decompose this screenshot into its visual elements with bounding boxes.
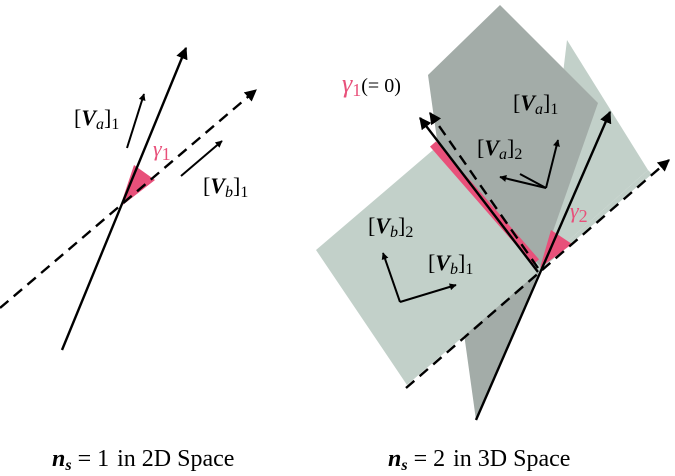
label-vb1-3d: [Vb]1 bbox=[428, 250, 473, 278]
subspace-a-line-3d bbox=[474, 110, 612, 421]
plane-b-front bbox=[316, 150, 652, 385]
left-panel: [Va]1 γ1 [Vb]1 ns = 1 in 2D Space bbox=[0, 46, 257, 474]
label-gamma1-zero: γ1(= 0) bbox=[342, 69, 401, 100]
subspace-b-dashed-line-3d bbox=[405, 159, 670, 389]
vector-va1-arrow bbox=[126, 93, 146, 149]
vector-vb1-arrow-3d bbox=[399, 283, 457, 303]
vector-vb1-arrow bbox=[180, 140, 223, 177]
intersection-line bbox=[419, 117, 539, 273]
label-gamma1: γ1 bbox=[153, 136, 171, 164]
angle-gamma2-wedge bbox=[540, 230, 572, 268]
right-panel: γ1(= 0) [Va]1 [Va]2 γ2 [Vb]2 [Vb]1 ns = … bbox=[316, 5, 670, 474]
caption-right: ns = 2 in 3D Space bbox=[388, 446, 570, 471]
label-va2: [Va]2 bbox=[477, 135, 522, 163]
vector-va1-arrow-3d bbox=[545, 139, 560, 189]
intersection-dashed-line bbox=[429, 112, 539, 269]
subspace-b-dashed-line bbox=[0, 89, 257, 309]
label-va1: [Va]1 bbox=[74, 105, 119, 133]
label-va1-3d: [Va]1 bbox=[513, 90, 558, 118]
label-gamma2: γ2 bbox=[570, 198, 588, 226]
subspace-a-line bbox=[60, 46, 188, 351]
label-vb1: [Vb]1 bbox=[203, 173, 248, 201]
vector-va2-arrow bbox=[499, 175, 547, 189]
vector-vb2-arrow bbox=[381, 252, 401, 303]
angle-gamma1-wedge bbox=[120, 165, 155, 207]
vector-va-basis-arrows bbox=[519, 173, 547, 189]
label-vb2: [Vb]2 bbox=[368, 213, 413, 241]
caption-left: ns = 1 in 2D Space bbox=[52, 446, 234, 471]
